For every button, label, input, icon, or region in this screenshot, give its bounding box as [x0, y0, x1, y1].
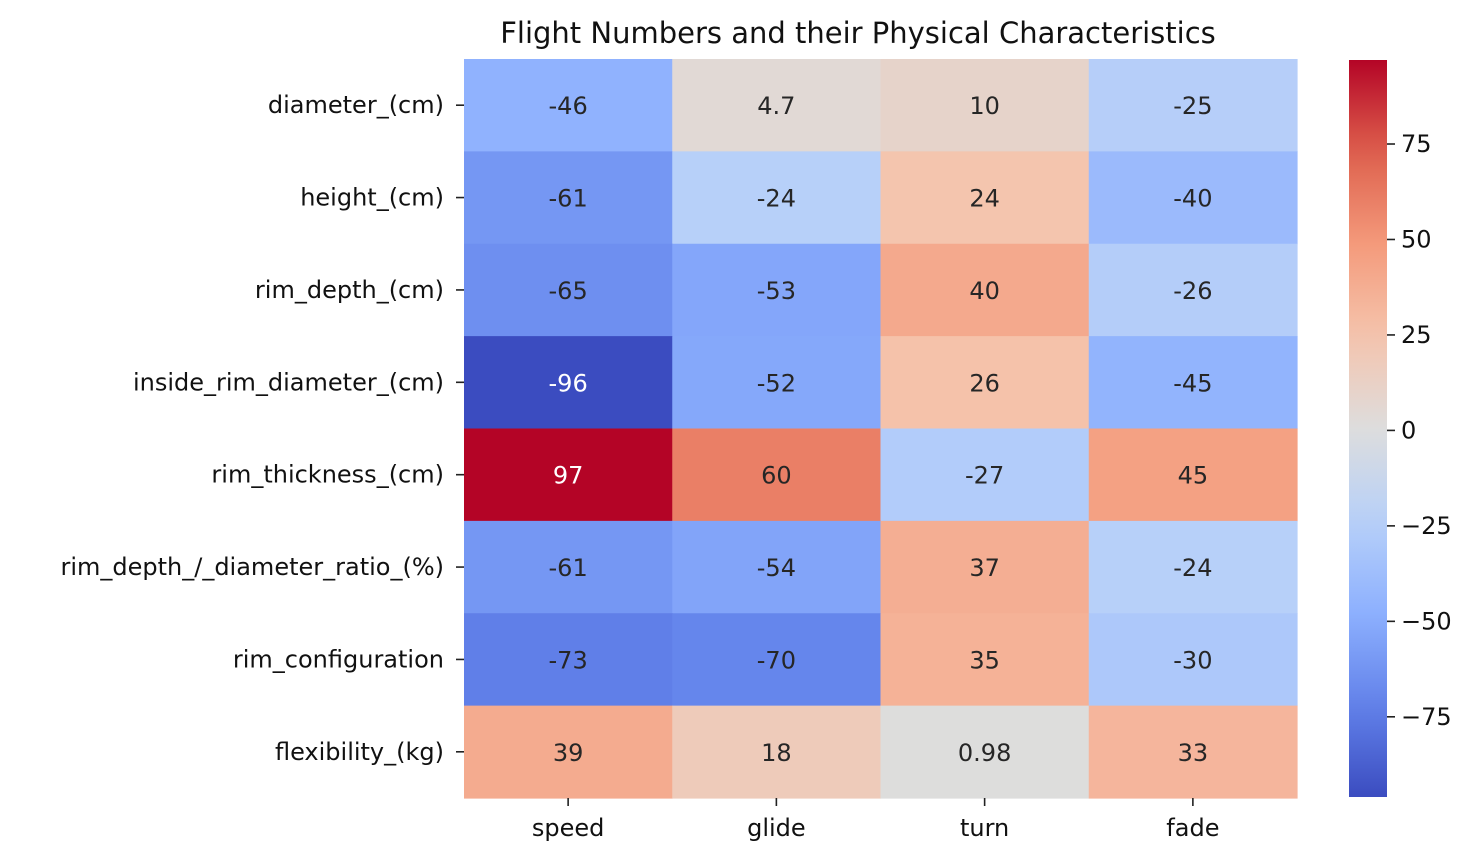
heatmap-cell — [880, 428, 1090, 522]
cell-value-label: -53 — [757, 277, 796, 305]
cell-value-label: -24 — [1173, 554, 1212, 582]
cell-value-label: 37 — [969, 554, 1000, 582]
heatmap-cell — [672, 428, 882, 522]
cell-value-label: -73 — [549, 646, 588, 674]
row-label: flexibility_(kg) — [275, 738, 444, 766]
heatmap-cell — [672, 243, 882, 337]
row-label: height_(cm) — [300, 184, 444, 212]
cell-value-label: 10 — [969, 92, 1000, 120]
heatmap-cell — [464, 151, 673, 245]
cell-value-label: 45 — [1178, 462, 1209, 490]
cell-value-label: 26 — [969, 369, 1000, 397]
colorbar-tick-label: −50 — [1401, 607, 1452, 635]
heatmap-cell — [672, 520, 882, 614]
heatmap-cell — [464, 705, 673, 799]
chart-title: Flight Numbers and their Physical Charac… — [500, 16, 1216, 50]
cell-value-label: -40 — [1173, 185, 1212, 213]
cell-value-label: -45 — [1173, 369, 1212, 397]
colorbar-tick-label: 25 — [1401, 321, 1432, 349]
cell-value-label: -27 — [965, 462, 1004, 490]
heatmap-cell — [464, 59, 673, 152]
row-label: rim_depth_/_diameter_ratio_(%) — [60, 553, 444, 581]
heatmap-cell — [464, 428, 673, 522]
heatmap-cell — [464, 520, 673, 614]
row-label: rim_thickness_(cm) — [211, 461, 444, 489]
row-label: rim_depth_(cm) — [255, 276, 444, 304]
colorbar-tick-label: 75 — [1401, 130, 1432, 158]
cell-value-label: -61 — [549, 185, 588, 213]
heatmap-cell — [880, 151, 1090, 245]
column-label: glide — [747, 814, 806, 842]
column-labels: speed glide turn fade — [532, 798, 1219, 842]
cell-value-label: 97 — [553, 462, 584, 490]
cell-value-label: 40 — [969, 277, 1000, 305]
cell-value-label: -65 — [549, 277, 588, 305]
heatmap-cell — [880, 705, 1090, 799]
heatmap-cell — [1088, 705, 1298, 799]
heatmap-cell — [1088, 336, 1298, 430]
column-label: turn — [960, 814, 1009, 842]
cell-value-label: -61 — [549, 554, 588, 582]
cell-value-label: 0.98 — [958, 739, 1011, 767]
heatmap-cell — [880, 243, 1090, 337]
cell-value-label: -26 — [1173, 277, 1212, 305]
heatmap-cell — [464, 613, 673, 707]
cell-value-label: -54 — [757, 554, 796, 582]
colorbar-tick-label: 50 — [1401, 225, 1432, 253]
cell-value-label: 24 — [969, 185, 1000, 213]
cell-value-label: -96 — [549, 369, 588, 397]
heatmap-cell — [880, 520, 1090, 614]
heatmap-cell — [1088, 151, 1298, 245]
cell-value-label: 39 — [553, 739, 584, 767]
cell-value-label: 18 — [761, 739, 792, 767]
cell-value-label: -52 — [757, 369, 796, 397]
heatmap-cell — [672, 151, 882, 245]
column-label: speed — [532, 814, 605, 842]
row-label: rim_configuration — [233, 645, 444, 673]
colorbar-gradient — [1349, 60, 1387, 797]
heatmap-cell — [880, 613, 1090, 707]
heatmap-cell — [880, 336, 1090, 430]
colorbar-tick-label: −75 — [1401, 703, 1452, 731]
cell-value-label: -25 — [1173, 92, 1212, 120]
heatmap-cell — [672, 59, 882, 152]
heatmap-cells: -46 4.7 10 -25 -61 -24 24 -40 -65 -53 40 -26 -96 -52 2… — [464, 59, 1298, 799]
cell-value-label: 33 — [1178, 739, 1209, 767]
heatmap-cell — [672, 336, 882, 430]
cell-value-label: -70 — [757, 646, 796, 674]
heatmap-cell — [464, 336, 673, 430]
colorbar: 75 50 25 0 −25 −50 −75 — [1349, 60, 1452, 797]
heatmap-cell — [672, 705, 882, 799]
row-label: inside_rim_diameter_(cm) — [133, 368, 444, 396]
column-label: fade — [1166, 814, 1219, 842]
heatmap-cell — [1088, 428, 1298, 522]
cell-value-label: 35 — [969, 646, 1000, 674]
colorbar-tick-label: −25 — [1401, 512, 1452, 540]
heatmap-cell — [880, 59, 1090, 152]
cell-value-label: -46 — [549, 92, 588, 120]
heatmap-cell — [1088, 59, 1298, 152]
heatmap-cell — [464, 243, 673, 337]
cell-value-label: -24 — [757, 185, 796, 213]
cell-value-label: 4.7 — [757, 92, 795, 120]
colorbar-tick-label: 0 — [1401, 416, 1416, 444]
cell-value-label: 60 — [761, 462, 792, 490]
row-label: diameter_(cm) — [268, 91, 444, 119]
heatmap-cell — [672, 613, 882, 707]
row-labels: diameter_(cm) height_(cm) rim_depth_(cm)in… — [60, 91, 464, 766]
heatmap-cell — [1088, 243, 1298, 337]
heatmap-cell — [1088, 613, 1298, 707]
heatmap-cell — [1088, 520, 1298, 614]
cell-value-label: -30 — [1173, 646, 1212, 674]
